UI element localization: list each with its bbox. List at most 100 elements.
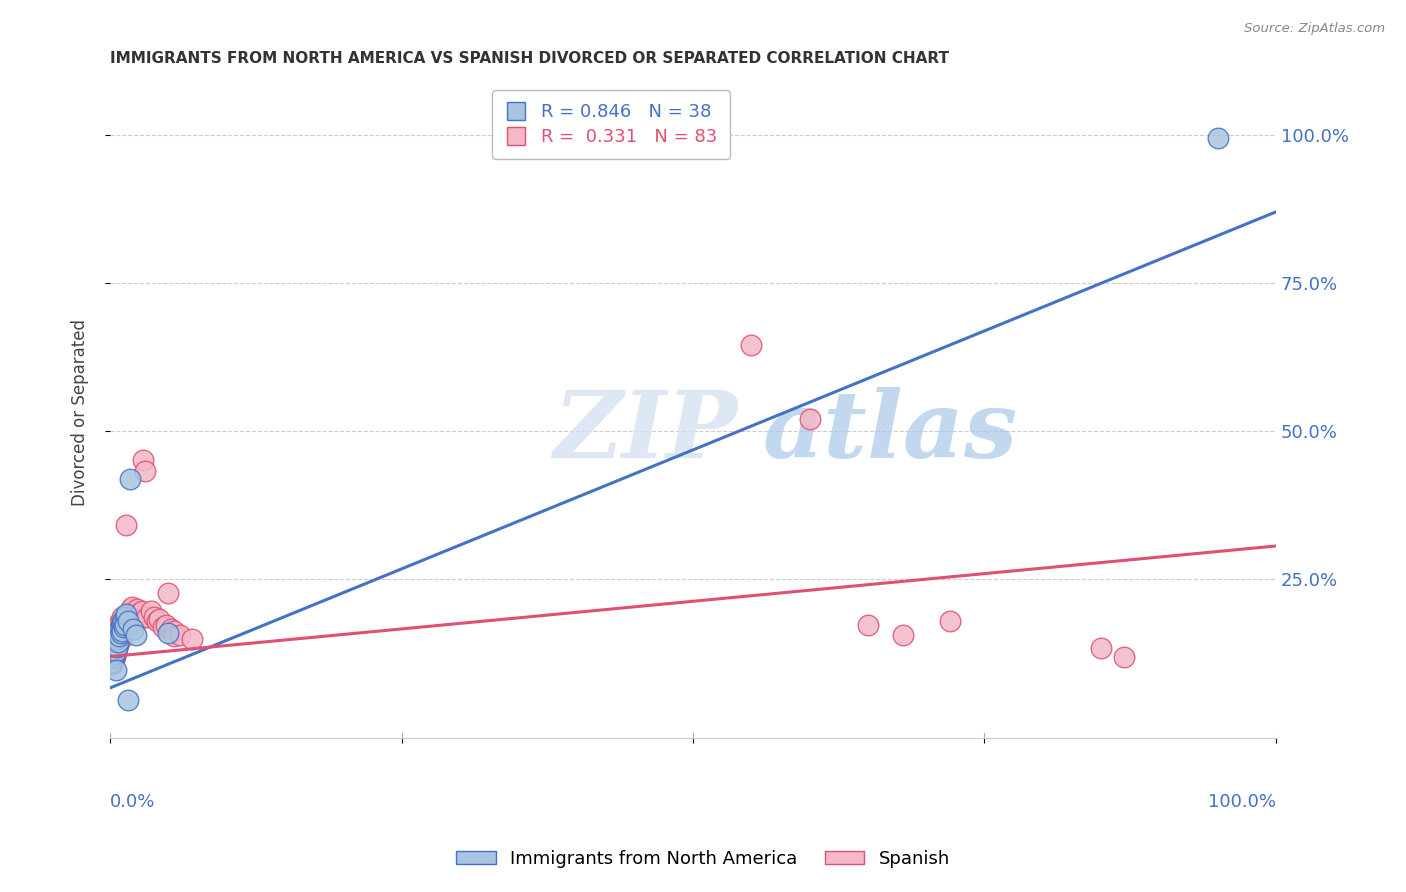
Text: 0.0%: 0.0% xyxy=(110,794,156,812)
Point xyxy=(111,624,134,638)
Point xyxy=(104,638,127,652)
Point xyxy=(128,606,150,620)
Point xyxy=(105,640,128,654)
Point xyxy=(1090,641,1112,656)
Text: atlas: atlas xyxy=(763,387,1018,477)
Point xyxy=(145,614,167,628)
Point xyxy=(134,464,156,478)
Point xyxy=(125,610,148,624)
Point xyxy=(114,617,136,632)
Point xyxy=(117,693,139,707)
Point xyxy=(104,636,127,650)
Point xyxy=(107,626,129,640)
Point xyxy=(100,651,122,665)
Point xyxy=(104,643,127,657)
Point xyxy=(105,622,128,636)
Point xyxy=(105,641,128,656)
Point xyxy=(104,645,127,659)
Point xyxy=(117,614,139,628)
Point xyxy=(110,632,132,646)
Point xyxy=(110,626,132,640)
Point xyxy=(163,630,186,644)
Text: IMMIGRANTS FROM NORTH AMERICA VS SPANISH DIVORCED OR SEPARATED CORRELATION CHART: IMMIGRANTS FROM NORTH AMERICA VS SPANISH… xyxy=(110,51,949,66)
Point xyxy=(114,610,136,624)
Point xyxy=(157,586,180,600)
Point xyxy=(108,630,131,644)
Point xyxy=(101,648,124,663)
Point xyxy=(111,615,134,630)
Point xyxy=(104,633,127,648)
Point xyxy=(856,617,879,632)
Point xyxy=(100,651,122,665)
Point xyxy=(108,630,131,644)
Point xyxy=(108,624,131,638)
Point xyxy=(122,606,145,620)
Point xyxy=(104,663,127,677)
Point xyxy=(101,648,124,663)
Point xyxy=(104,649,127,664)
Point xyxy=(103,649,125,664)
Point xyxy=(125,602,148,616)
Point xyxy=(108,622,131,636)
Point xyxy=(115,615,138,630)
Point xyxy=(104,647,127,661)
Point xyxy=(143,610,166,624)
Point xyxy=(117,620,139,634)
Point xyxy=(114,617,136,632)
Point xyxy=(163,624,186,638)
Point xyxy=(103,645,125,659)
Point xyxy=(110,620,132,634)
Point xyxy=(105,632,128,646)
Point xyxy=(891,628,914,642)
Point xyxy=(107,638,129,652)
Point xyxy=(117,608,139,623)
Point xyxy=(110,613,132,627)
Point xyxy=(157,626,180,640)
Point xyxy=(131,604,153,618)
Point xyxy=(115,610,138,624)
Y-axis label: Divorced or Separated: Divorced or Separated xyxy=(72,319,89,507)
Point xyxy=(111,617,134,632)
Point xyxy=(101,640,124,654)
Point xyxy=(120,602,142,616)
Point xyxy=(107,628,129,642)
Point xyxy=(101,656,124,670)
Point xyxy=(118,472,141,486)
Point xyxy=(103,647,125,661)
Point xyxy=(104,633,127,648)
Point xyxy=(105,630,128,644)
Point xyxy=(118,612,141,626)
Point xyxy=(118,617,141,632)
Point xyxy=(1206,131,1229,145)
Point xyxy=(115,518,138,533)
Point xyxy=(107,635,129,649)
Point xyxy=(136,610,159,624)
Point xyxy=(101,653,124,667)
Point xyxy=(139,604,162,618)
Point xyxy=(122,622,145,636)
Point xyxy=(121,599,143,614)
Point xyxy=(112,620,135,634)
Point xyxy=(107,624,129,639)
Point xyxy=(110,619,132,633)
Point xyxy=(104,643,127,657)
Point xyxy=(132,453,155,467)
Point xyxy=(938,614,960,628)
Point xyxy=(122,612,145,626)
Point xyxy=(108,635,131,649)
Point xyxy=(148,612,170,626)
Point xyxy=(105,635,128,649)
Point xyxy=(125,628,148,642)
Point xyxy=(799,412,821,426)
Point xyxy=(118,606,141,620)
Point xyxy=(112,614,135,628)
Point xyxy=(114,612,136,626)
Point xyxy=(101,657,124,672)
Point xyxy=(104,640,127,654)
Point xyxy=(103,642,125,657)
Point xyxy=(118,604,141,618)
Point xyxy=(118,610,141,624)
Point xyxy=(152,620,174,634)
Point xyxy=(159,622,181,636)
Point xyxy=(104,626,127,640)
